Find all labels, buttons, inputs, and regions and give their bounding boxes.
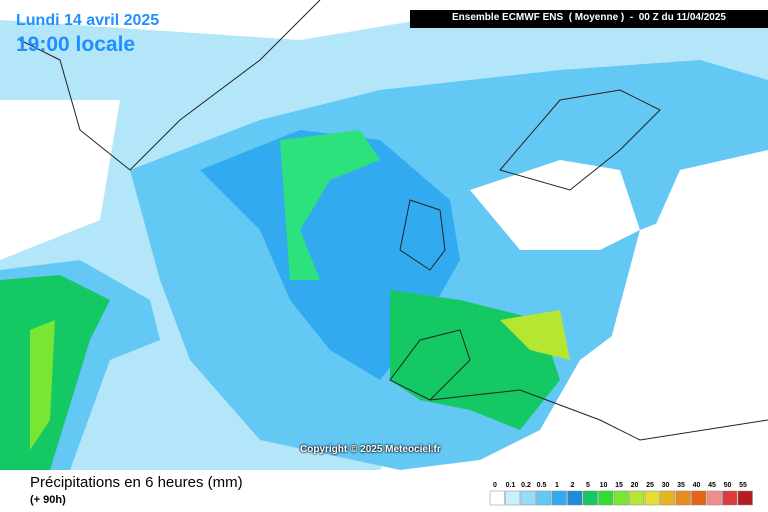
legend-label: 0.1 bbox=[506, 482, 516, 489]
legend-label: 15 bbox=[615, 482, 623, 489]
legend-swatch bbox=[737, 490, 753, 506]
coastline bbox=[19, 0, 321, 171]
copyright: Copyright © 2025 Meteociel.fr bbox=[300, 444, 441, 455]
legend-swatch bbox=[582, 490, 598, 506]
precip-yellow bbox=[30, 320, 55, 450]
legend-swatch bbox=[722, 490, 738, 506]
legend-swatch bbox=[505, 490, 521, 506]
legend-label: 40 bbox=[693, 482, 701, 489]
precip-yellow bbox=[500, 310, 570, 360]
legend-label: 50 bbox=[724, 482, 732, 489]
date: Lundi 14 avril 2025 bbox=[16, 12, 160, 29]
legend-label: 35 bbox=[677, 482, 685, 489]
precip-green bbox=[280, 130, 380, 280]
legend-swatch bbox=[536, 490, 552, 506]
legend-label: 2 bbox=[571, 482, 575, 489]
legend-swatch bbox=[629, 490, 645, 506]
legend-swatch bbox=[551, 490, 567, 506]
legend-swatch bbox=[520, 490, 536, 506]
legend-swatch bbox=[675, 490, 691, 506]
legend-label: 0 bbox=[493, 482, 497, 489]
dry-area bbox=[560, 180, 768, 470]
legend-label: 0.2 bbox=[521, 482, 531, 489]
coastline bbox=[389, 89, 661, 401]
footer-title: Précipitations en 6 heures (mm) bbox=[30, 474, 243, 491]
legend-swatch bbox=[691, 490, 707, 506]
legend-label: 25 bbox=[646, 482, 654, 489]
legend-label: 0.5 bbox=[537, 482, 547, 489]
header-box bbox=[410, 10, 768, 28]
precip-green bbox=[0, 275, 110, 470]
legend-swatch bbox=[706, 490, 722, 506]
model-info: Ensemble ECMWF ENS ( Moyenne ) - 00 Z du… bbox=[452, 12, 726, 23]
legend-swatch bbox=[489, 490, 505, 506]
legend: 0 0.1 0.2 0.5 1 2 5 10 15 20 25 30 35 40 45 50 55 bbox=[489, 482, 753, 506]
legend-swatch bbox=[567, 490, 583, 506]
legend-label: 20 bbox=[631, 482, 639, 489]
dry-area bbox=[0, 100, 120, 260]
coastline bbox=[429, 389, 768, 441]
legend-label: 55 bbox=[739, 482, 747, 489]
legend-label: 10 bbox=[600, 482, 608, 489]
legend-label: 30 bbox=[662, 482, 670, 489]
legend-label: 1 bbox=[555, 482, 559, 489]
legend-label: 5 bbox=[586, 482, 590, 489]
legend-label: 45 bbox=[708, 482, 716, 489]
legend-swatch bbox=[613, 490, 629, 506]
legend-swatch bbox=[598, 490, 614, 506]
time: 19:00 locale bbox=[16, 33, 136, 56]
legend-swatch bbox=[644, 490, 660, 506]
legend-swatch bbox=[660, 490, 676, 506]
footer-lead: (+ 90h) bbox=[30, 494, 66, 506]
dry-area bbox=[470, 160, 640, 250]
